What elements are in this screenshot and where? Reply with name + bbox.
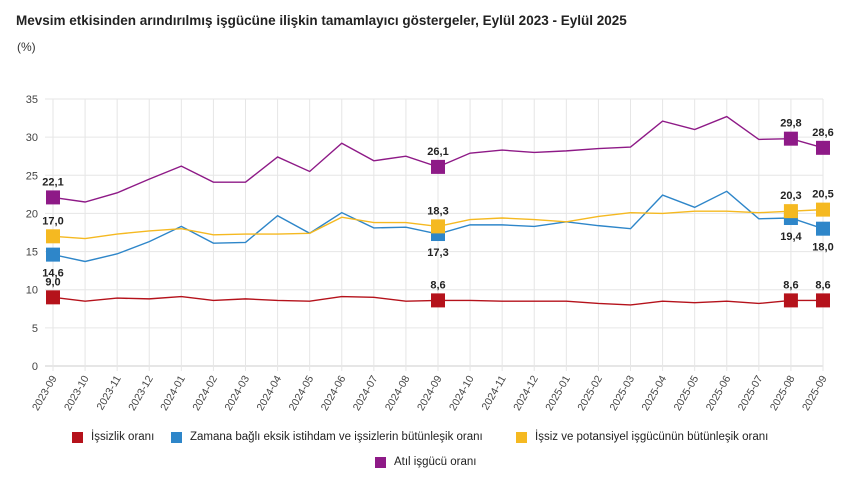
- x-tick-label: 2024-06: [319, 373, 349, 413]
- x-tick-label: 2025-04: [640, 373, 670, 413]
- x-tick-label: 2024-02: [190, 373, 220, 413]
- y-tick-label: 25: [26, 170, 38, 182]
- data-label: 29,8: [780, 118, 801, 130]
- legend-label: Zamana bağlı eksik istihdam ve işsizleri…: [190, 431, 483, 443]
- data-label: 22,1: [42, 176, 63, 188]
- x-tick-label: 2023-09: [30, 373, 60, 413]
- x-tick-label: 2025-01: [543, 373, 573, 413]
- legend-label: Atıl işgücü oranı: [394, 456, 477, 468]
- legend-swatch: [516, 431, 527, 443]
- chart-title: Mevsim etkisinden arındırılmış işgücüne …: [16, 13, 627, 28]
- legend-item-zamana-bagli[interactable]: Zamana bağlı eksik istihdam ve işsizleri…: [171, 431, 483, 443]
- x-tick-label: 2024-07: [351, 373, 381, 413]
- x-tick-label: 2024-05: [287, 373, 317, 413]
- data-label: 17,3: [427, 247, 448, 259]
- legend-item-atil[interactable]: Atıl işgücü oranı: [375, 456, 476, 468]
- y-tick-label: 15: [26, 247, 38, 259]
- data-marker: [816, 221, 830, 236]
- data-label: 18,3: [427, 205, 448, 217]
- data-label: 26,1: [427, 146, 448, 158]
- y-tick-label: 35: [26, 94, 38, 106]
- x-tick-label: 2025-05: [672, 373, 702, 413]
- data-label: 20,5: [812, 189, 833, 201]
- data-label: 8,6: [783, 279, 798, 291]
- data-marker: [46, 290, 60, 305]
- x-tick-label: 2025-02: [575, 373, 605, 413]
- x-tick-label: 2024-08: [383, 373, 413, 413]
- x-tick-label: 2023-12: [126, 373, 156, 413]
- legend-label: İşsizlik oranı: [91, 431, 155, 443]
- data-marker: [431, 159, 445, 174]
- legend-item-issiz-potansiyel[interactable]: İşsiz ve potansiyel işgücünün bütünleşik…: [516, 431, 768, 443]
- x-tick-label: 2025-08: [768, 373, 798, 413]
- data-label: 8,6: [430, 279, 445, 291]
- data-label: 20,3: [780, 190, 801, 202]
- legend-item-issizlik[interactable]: İşsizlik oranı: [72, 431, 154, 443]
- legend-label: İşsiz ve potansiyel işgücünün bütünleşik…: [535, 431, 769, 443]
- data-marker: [783, 131, 798, 146]
- legend-swatch: [375, 456, 386, 468]
- x-tick-label: 2024-03: [222, 373, 252, 413]
- x-tick-label: 2024-12: [511, 373, 541, 413]
- data-label: 14,6: [42, 268, 63, 280]
- x-tick-label: 2024-11: [479, 373, 508, 412]
- x-tick-label: 2025-07: [736, 373, 766, 413]
- y-tick-label: 30: [26, 132, 38, 144]
- x-tick-label: 2024-10: [447, 373, 477, 413]
- data-marker: [431, 293, 445, 308]
- data-label: 18,0: [812, 242, 833, 254]
- x-tick-label: 2023-11: [94, 373, 123, 412]
- data-marker: [816, 293, 830, 308]
- x-tick-label: 2024-09: [415, 373, 445, 413]
- x-tick-label: 2025-06: [704, 373, 734, 413]
- data-marker: [46, 229, 60, 244]
- data-marker: [816, 140, 830, 155]
- data-label: 28,6: [812, 127, 833, 139]
- x-tick-label: 2025-03: [607, 373, 637, 413]
- data-label: 17,0: [42, 215, 63, 227]
- x-tick-label: 2025-09: [800, 373, 830, 413]
- y-tick-label: 5: [32, 323, 38, 335]
- data-marker: [783, 204, 798, 219]
- data-label: 8,6: [815, 279, 830, 291]
- data-marker: [816, 202, 830, 217]
- y-tick-label: 10: [26, 285, 38, 297]
- data-marker: [46, 190, 60, 205]
- data-marker: [46, 247, 60, 262]
- data-marker: [431, 219, 445, 234]
- x-tick-label: 2024-01: [158, 373, 188, 413]
- data-label: 9,0: [45, 276, 60, 288]
- legend-swatch: [72, 431, 83, 443]
- y-tick-label: 0: [32, 361, 38, 373]
- y-tick-label: 20: [26, 208, 38, 220]
- data-label: 19,4: [780, 231, 802, 243]
- y-axis-unit: (%): [17, 40, 36, 54]
- data-marker: [783, 293, 798, 308]
- x-tick-label: 2023-10: [62, 373, 92, 413]
- legend-swatch: [171, 431, 182, 443]
- x-tick-label: 2024-04: [255, 373, 285, 413]
